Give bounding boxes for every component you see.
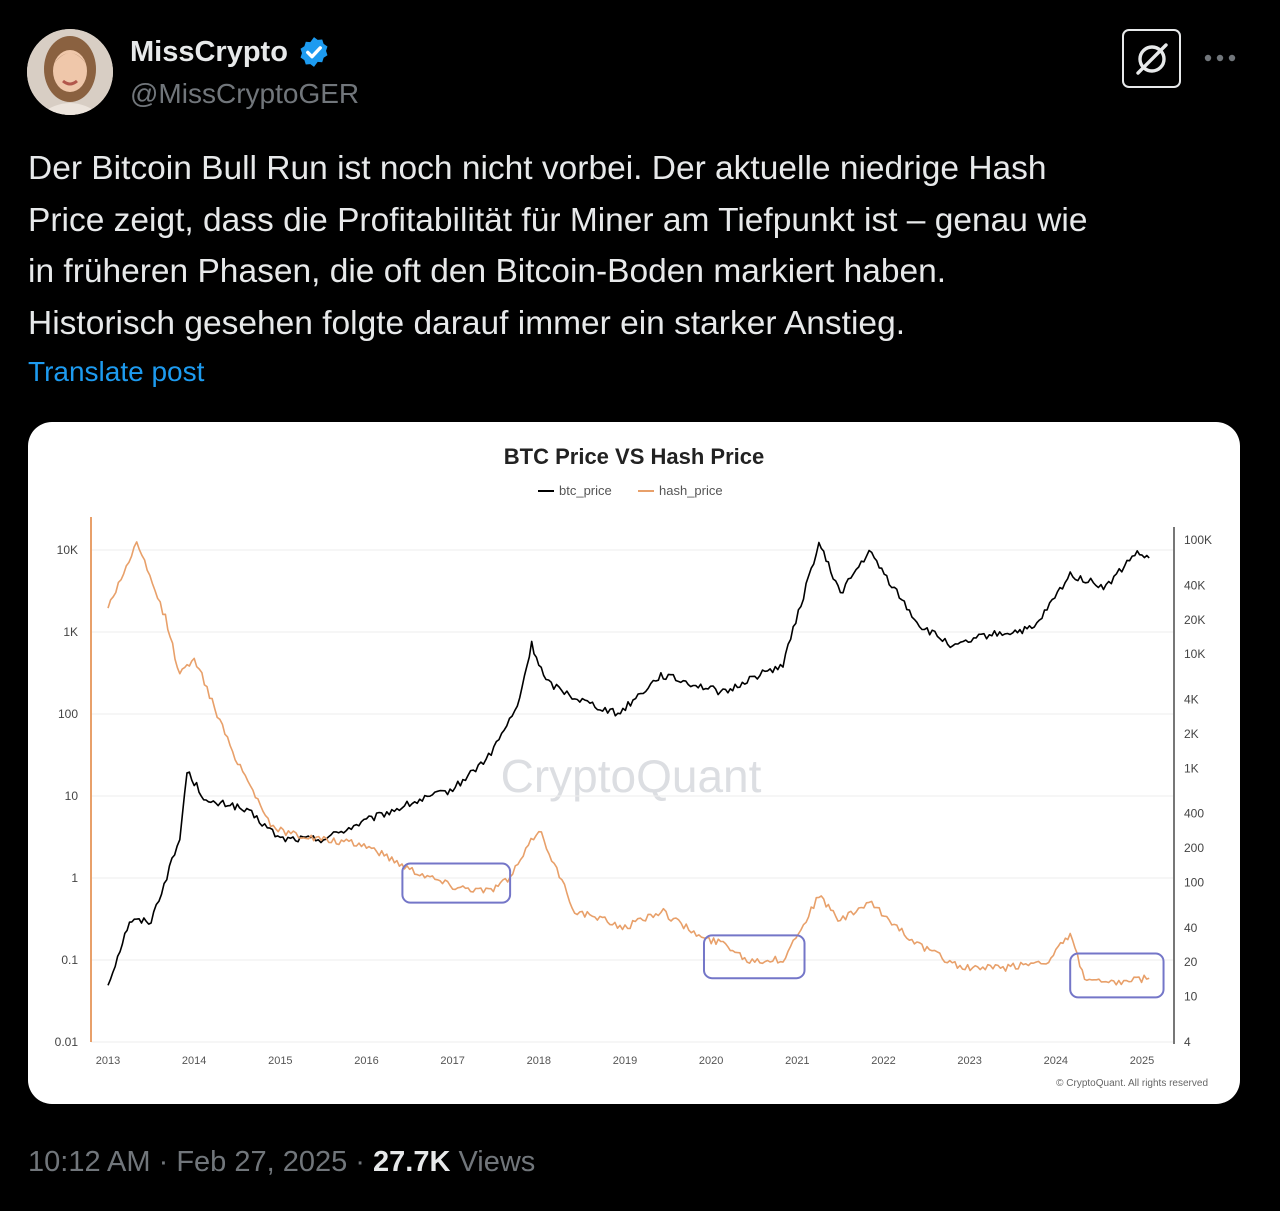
y-left-tick-label: 10K [57, 543, 78, 557]
x-tick-label: 2013 [96, 1055, 120, 1067]
btc-price-line [107, 541, 1150, 986]
x-tick-label: 2016 [354, 1055, 378, 1067]
post-text-line: Price zeigt, dass die Profitabilität für… [28, 201, 1088, 239]
highlight-box [702, 934, 806, 980]
chart-credit: © CryptoQuant. All rights reserved [1056, 1078, 1208, 1089]
y-left-tick-label: 1K [63, 625, 78, 639]
avatar[interactable] [27, 29, 113, 115]
meta-separator: · [347, 1145, 374, 1178]
x-tick-label: 2018 [527, 1055, 551, 1067]
chart-title: BTC Price VS Hash Price [504, 444, 764, 469]
y-right-tick-label: 200 [1184, 841, 1204, 855]
y-right-tick-label: 40K [1184, 578, 1205, 592]
x-tick-label: 2014 [182, 1055, 206, 1067]
y-right-tick-label: 100 [1184, 875, 1204, 889]
x-tick-label: 2017 [440, 1055, 464, 1067]
author-name-row[interactable]: MissCrypto [130, 32, 331, 72]
post-text-line: Historisch gesehen folgte darauf immer e… [28, 304, 906, 342]
x-tick-label: 2022 [871, 1055, 895, 1067]
author-display-name[interactable]: MissCrypto [130, 35, 288, 68]
x-tick-label: 2025 [1130, 1055, 1154, 1067]
chart-axes: 10K 1K 100 10 1 0.1 0.01 100K 40K 20K 10K 4K 2K 1K 400… [55, 517, 1212, 1067]
views-count: 27.7K [373, 1145, 451, 1178]
verified-badge-icon [297, 35, 331, 69]
y-right-tick-label: 4 [1184, 1035, 1191, 1049]
grok-button[interactable] [1122, 29, 1181, 88]
highlight-box [401, 862, 512, 904]
legend-label-hash: hash_price [659, 483, 723, 498]
y-left-tick-label: 0.1 [61, 953, 78, 967]
y-left-tick-label: 100 [58, 707, 78, 721]
post-media-chart[interactable]: BTC Price VS Hash Price btc_price hash_p… [28, 422, 1240, 1104]
y-right-tick-label: 10K [1184, 647, 1205, 661]
y-right-tick-label: 1K [1184, 761, 1199, 775]
y-right-tick-label: 2K [1184, 727, 1199, 741]
y-right-tick-label: 4K [1184, 693, 1199, 707]
x-tick-label: 2019 [613, 1055, 637, 1067]
y-left-tick-label: 1 [71, 871, 78, 885]
chart-grid [91, 549, 1174, 1043]
x-tick-label: 2021 [785, 1055, 809, 1067]
x-tick-label: 2020 [699, 1055, 723, 1067]
y-right-tick-label: 20K [1184, 613, 1205, 627]
y-right-tick-label: 20 [1184, 955, 1198, 969]
x-tick-label: 2023 [957, 1055, 981, 1067]
translate-post-link[interactable]: Translate post [28, 356, 205, 387]
post-date[interactable]: Feb 27, 2025 [176, 1145, 348, 1178]
x-tick-label: 2015 [268, 1055, 292, 1067]
y-right-tick-label: 400 [1184, 807, 1204, 821]
post-text-line: in früheren Phasen, die oft den Bitcoin-… [28, 253, 947, 290]
avatar-image [27, 29, 113, 115]
grok-icon [1135, 42, 1168, 75]
chart-highlight-boxes [401, 862, 1165, 999]
chart-series [107, 541, 1150, 986]
post-time[interactable]: 10:12 AM [28, 1145, 151, 1178]
views-label: Views [450, 1145, 536, 1178]
y-right-tick-label: 40 [1184, 921, 1198, 935]
more-icon [1204, 54, 1236, 62]
chart-svg: BTC Price VS Hash Price btc_price hash_p… [55, 444, 1212, 1089]
y-right-tick-label: 100K [1184, 533, 1212, 547]
post-text-line: Der Bitcoin Bull Run ist noch nicht vorb… [28, 150, 1047, 187]
x-tick-label: 2024 [1044, 1055, 1068, 1067]
meta-separator: · [150, 1145, 177, 1178]
chart-legend: btc_price hash_price [538, 483, 723, 498]
y-right-tick-label: 10 [1184, 990, 1198, 1004]
highlight-box [1069, 952, 1165, 999]
author-handle[interactable]: @MissCryptoGER [130, 78, 360, 109]
more-options-button[interactable] [1198, 40, 1242, 76]
legend-label-btc: btc_price [559, 483, 612, 498]
post-meta: 10:12 AM · Feb 27, 2025 · 27.7K Views [28, 1140, 535, 1184]
y-left-tick-label: 10 [65, 789, 79, 803]
chart-watermark: CryptoQuant [501, 750, 762, 802]
y-left-tick-label: 0.01 [55, 1035, 79, 1049]
post-text: Der Bitcoin Bull Run ist noch nicht vorb… [28, 143, 1243, 349]
hash-price-line [107, 541, 1150, 986]
